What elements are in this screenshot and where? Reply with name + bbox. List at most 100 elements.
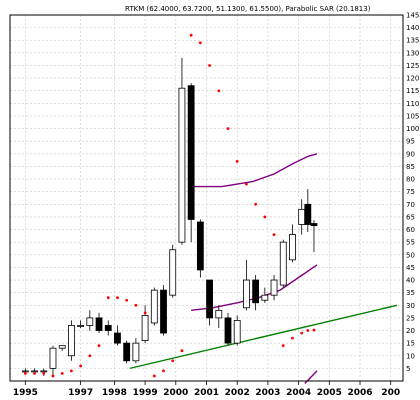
candle-body xyxy=(243,279,250,309)
x-tick-label: 2004 xyxy=(286,388,311,398)
candle-body xyxy=(279,241,287,286)
y-tick-label: 105 xyxy=(406,112,419,120)
y-tick-label: 45 xyxy=(406,264,415,272)
candle xyxy=(58,345,66,351)
support-trendline xyxy=(129,304,398,370)
sar-dot xyxy=(134,303,138,307)
candle xyxy=(104,320,112,336)
y-tick-label: 15 xyxy=(406,340,415,348)
candle-body xyxy=(298,208,306,225)
sar-dot xyxy=(281,344,285,348)
candle-body xyxy=(224,317,232,344)
candle-body xyxy=(304,203,312,225)
y-tick-label: 90 xyxy=(406,150,415,158)
sar-dot xyxy=(208,64,211,67)
candle-body xyxy=(289,234,296,261)
y-tick-label: 55 xyxy=(406,239,415,247)
sar-dot xyxy=(300,331,304,335)
candle xyxy=(160,285,167,336)
y-tick-label: 70 xyxy=(406,201,415,209)
candle xyxy=(252,274,260,311)
candle-body xyxy=(270,279,278,296)
y-tick-label: 30 xyxy=(406,302,415,310)
y-tick-label: 120 xyxy=(406,75,419,83)
candle xyxy=(132,338,140,364)
sar-dot xyxy=(97,344,101,348)
x-tick-label: 2003 xyxy=(255,388,280,398)
sar-dot xyxy=(226,127,230,130)
candle-body xyxy=(141,314,149,342)
candle xyxy=(86,310,94,331)
sar-dot xyxy=(70,369,73,373)
y-tick-label: 10 xyxy=(406,352,415,360)
candle-body xyxy=(215,309,223,319)
candle xyxy=(215,305,223,328)
y-tick-label: 80 xyxy=(406,176,415,184)
y-tick-label: 5 xyxy=(406,365,410,373)
chart-title: RTKM (62.4000, 63.7200, 51.1300, 61.5500… xyxy=(125,5,371,13)
y-tick-label: 145 xyxy=(406,12,419,20)
x-tick-label: 2001 xyxy=(194,388,219,398)
sar-dot xyxy=(306,329,310,332)
candle-body xyxy=(21,370,29,373)
sar-dot xyxy=(245,182,248,186)
x-tick-label: 2005 xyxy=(317,388,342,398)
sar-dot xyxy=(23,372,27,375)
candle-body xyxy=(252,279,260,304)
x-tick-label: 2000 xyxy=(163,388,188,398)
y-tick-label: 85 xyxy=(406,163,415,171)
candle-body xyxy=(206,279,213,319)
y-tick-label: 60 xyxy=(406,226,415,234)
y-tick-label: 40 xyxy=(406,277,415,285)
sar-dot xyxy=(116,296,119,300)
sar-layer xyxy=(23,33,316,378)
y-tick-label: 100 xyxy=(406,125,419,133)
sar-dot xyxy=(171,359,175,363)
candle xyxy=(270,274,278,301)
sar-dot xyxy=(152,374,156,378)
candle-body xyxy=(114,332,121,344)
sar-dot xyxy=(254,202,258,206)
candle xyxy=(68,320,75,361)
candle xyxy=(178,57,186,245)
candle xyxy=(77,320,85,328)
candle-body xyxy=(169,249,177,296)
candle xyxy=(279,239,287,288)
y-tick-label: 95 xyxy=(406,138,415,146)
candle xyxy=(289,224,296,263)
candle-body xyxy=(49,347,57,369)
sar-dot xyxy=(79,364,83,368)
sar-dot xyxy=(291,336,294,340)
sar-dot xyxy=(106,296,110,300)
y-tick-label: 35 xyxy=(406,289,415,297)
candle xyxy=(224,312,232,346)
candle xyxy=(49,345,57,376)
candle-body xyxy=(132,342,140,362)
sar-dot xyxy=(272,233,276,237)
sar-dot xyxy=(33,372,36,375)
x-tick-label: 1999 xyxy=(133,388,158,398)
y-tick-label: 75 xyxy=(406,188,415,196)
candle xyxy=(233,315,241,346)
y-tick-label: 130 xyxy=(406,49,419,57)
candle-body xyxy=(178,87,186,243)
candle-body xyxy=(233,320,241,344)
y-tick-label: 125 xyxy=(406,62,419,70)
x-tick-label: 1995 xyxy=(13,388,38,398)
y-tick-label: 65 xyxy=(406,213,415,221)
candle-body xyxy=(187,85,195,220)
candle-body xyxy=(160,289,167,334)
y-tick-label: 140 xyxy=(406,24,419,32)
sar-dot xyxy=(312,328,316,332)
candle-body xyxy=(86,317,94,326)
candle-body xyxy=(31,370,38,373)
y-tick-label: 25 xyxy=(406,314,415,322)
y-tick-label: 115 xyxy=(406,87,419,95)
x-tick-label: 2006 xyxy=(347,388,372,398)
y-tick-label: 110 xyxy=(406,100,419,108)
candle-body xyxy=(310,223,318,227)
y-tick-label: 135 xyxy=(406,37,419,45)
candle xyxy=(169,244,177,298)
envelope-upper-line xyxy=(191,153,318,188)
